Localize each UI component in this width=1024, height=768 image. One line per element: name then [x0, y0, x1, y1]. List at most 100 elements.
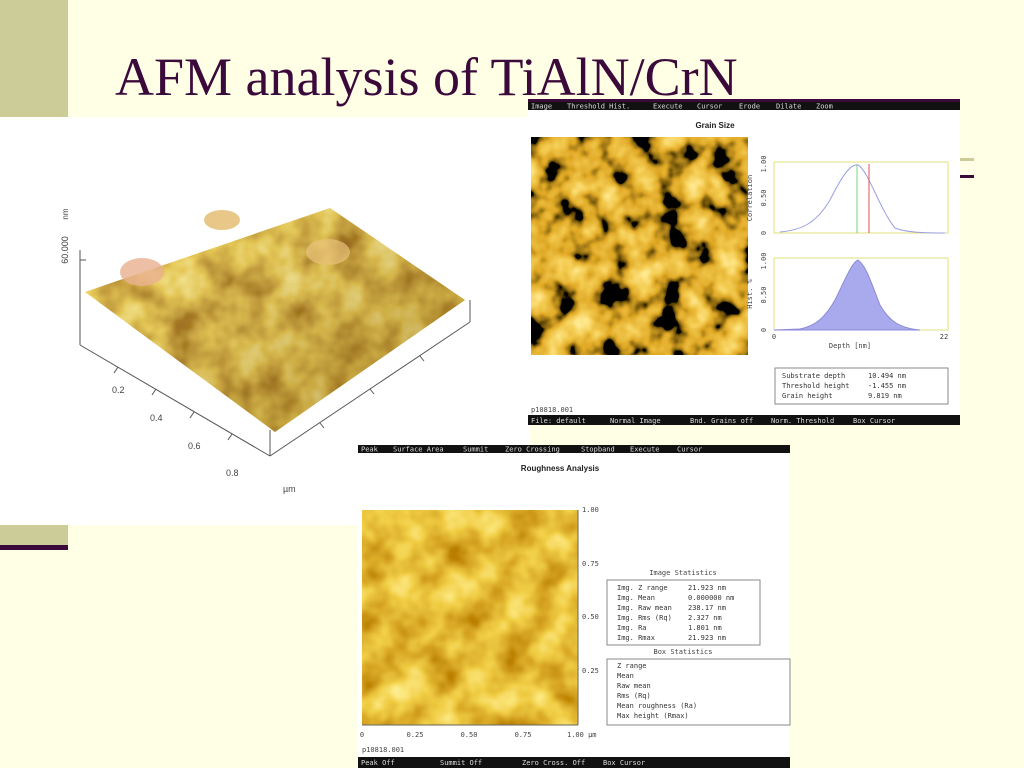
stat-label: Mean roughness (Ra): [617, 702, 697, 710]
peak: [120, 258, 164, 286]
status-item: File: default: [531, 417, 586, 425]
stat-label: Img. Rmax: [617, 634, 655, 642]
stat-label: Raw mean: [617, 682, 651, 690]
stat-label: Substrate depth: [782, 372, 845, 380]
status-item: Normal Image: [610, 417, 661, 425]
deco-line: [528, 99, 960, 102]
stat-value: 1.801 nm: [688, 624, 722, 632]
stat-value: 9.819 nm: [868, 392, 902, 400]
stat-value: 10.494 nm: [868, 372, 906, 380]
stat-value: 21.923 nm: [688, 584, 726, 592]
x-tick-label: 0.25: [407, 731, 424, 739]
y-tick-label: 0.75: [582, 560, 599, 568]
side-rule: [0, 545, 68, 550]
menu-item: Erode: [739, 103, 760, 111]
stats-box: [606, 658, 791, 726]
status-item: Box Cursor: [853, 417, 895, 425]
grain-size-window: Image Threshold Hist. Execute Cursor Erode Di…: [528, 99, 960, 425]
y-tick-label: 0.50: [582, 613, 599, 621]
menu-bar: [358, 445, 790, 453]
stat-value: 2.327 nm: [688, 614, 722, 622]
menu-item: Surface Area: [393, 446, 444, 454]
menu-item: Zoom: [816, 103, 833, 111]
axes: [79, 250, 471, 457]
status-item: Summit Off: [440, 759, 482, 767]
y-tick-label: 0.50: [760, 190, 768, 207]
stat-label: Mean: [617, 672, 634, 680]
menu-item: Stopband: [581, 446, 615, 454]
menu-item: Execute: [630, 446, 660, 454]
menu-item: Execute: [653, 103, 683, 111]
menu-item: Cursor: [677, 446, 702, 454]
x-unit: µm: [283, 484, 296, 494]
x-tick-label: 0.6: [188, 441, 201, 451]
y-tick-label: 0: [760, 328, 768, 332]
y-tick-label: 0.50: [760, 287, 768, 304]
x-tick-label: 0.4: [150, 413, 163, 423]
x-tick-label: 22: [940, 333, 948, 341]
stat-label: Img. Ra: [617, 624, 647, 632]
status-item: Peak Off: [361, 759, 395, 767]
stat-label: Max height (Rmax): [617, 712, 689, 720]
x-tick-label: 1.00 µm: [567, 731, 597, 739]
stat-label: Rms (Rq): [617, 692, 651, 700]
stat-label: Z range: [617, 662, 647, 670]
stat-label: Img. Mean: [617, 594, 655, 602]
status-item: Norm. Threshold: [771, 417, 834, 425]
stat-value: 238.17 nm: [688, 604, 726, 612]
x-tick-label: 0.50: [461, 731, 478, 739]
section-title: Image Statistics: [649, 569, 716, 577]
y-tick-label: 1.00: [760, 156, 768, 173]
menu-item: Threshold Hist.: [567, 103, 630, 111]
file-name: p10818.001: [531, 406, 573, 414]
z-label: 60.000: [60, 236, 70, 264]
correlation-curve: [779, 164, 946, 234]
axis-label: Correlation: [746, 175, 754, 221]
x-tick-label: 0: [360, 731, 364, 739]
axis-label: Depth [nm]: [829, 342, 871, 350]
window-title: Grain Size: [695, 121, 735, 130]
roughness-window: Peak Surface Area Summit Zero Crossing Stopb…: [358, 445, 791, 768]
correlation-plot: [773, 161, 949, 234]
stat-label: Img. Rms (Rq): [617, 614, 672, 622]
y-tick-label: 0.25: [582, 667, 599, 675]
status-bar: [528, 415, 960, 425]
stat-label: Grain height: [782, 392, 833, 400]
slide-title: AFM analysis of TiAlN/CrN: [115, 47, 738, 107]
axis-label: Hist. %: [746, 278, 754, 308]
menu-item: Summit: [463, 446, 488, 454]
stats-box: [774, 367, 949, 405]
y-tick-label: 0: [760, 231, 768, 235]
peak: [204, 210, 240, 230]
stats-box: [606, 579, 761, 646]
x-tick-label: 0: [772, 333, 776, 341]
roughness-map: [362, 510, 578, 725]
stat-value: 0.000000 nm: [688, 594, 734, 602]
x-tick-label: 0.8: [226, 468, 239, 478]
histogram-area: [773, 259, 921, 331]
menu-item: Peak: [361, 446, 379, 454]
stat-value: -1.455 nm: [868, 382, 906, 390]
stat-label: Img. Raw mean: [617, 604, 672, 612]
afm-3d-image: nm 60.000 0.2 0.4 0.6 0.8 µm: [0, 117, 530, 525]
menu-item: Dilate: [776, 103, 801, 111]
menu-item: Cursor: [697, 103, 722, 111]
deco-line: [958, 158, 974, 161]
menu-bar: [528, 102, 960, 110]
stat-label: Threshold height: [782, 382, 849, 390]
stat-value: 21.923 nm: [688, 634, 726, 642]
y-tick-label: 1.00: [582, 506, 599, 514]
section-title: Box Statistics: [653, 648, 712, 656]
status-item: Zero Cross. Off: [522, 759, 585, 767]
x-tick-label: 0.75: [515, 731, 532, 739]
menu-item: Image: [531, 103, 552, 111]
status-item: Box Cursor: [603, 759, 645, 767]
y-tick-label: 1.00: [760, 253, 768, 270]
z-unit: nm: [61, 208, 70, 219]
status-bar: [358, 757, 790, 768]
window-title: Roughness Analysis: [521, 464, 600, 473]
peak: [306, 239, 350, 265]
menu-item: Zero Crossing: [505, 446, 560, 454]
